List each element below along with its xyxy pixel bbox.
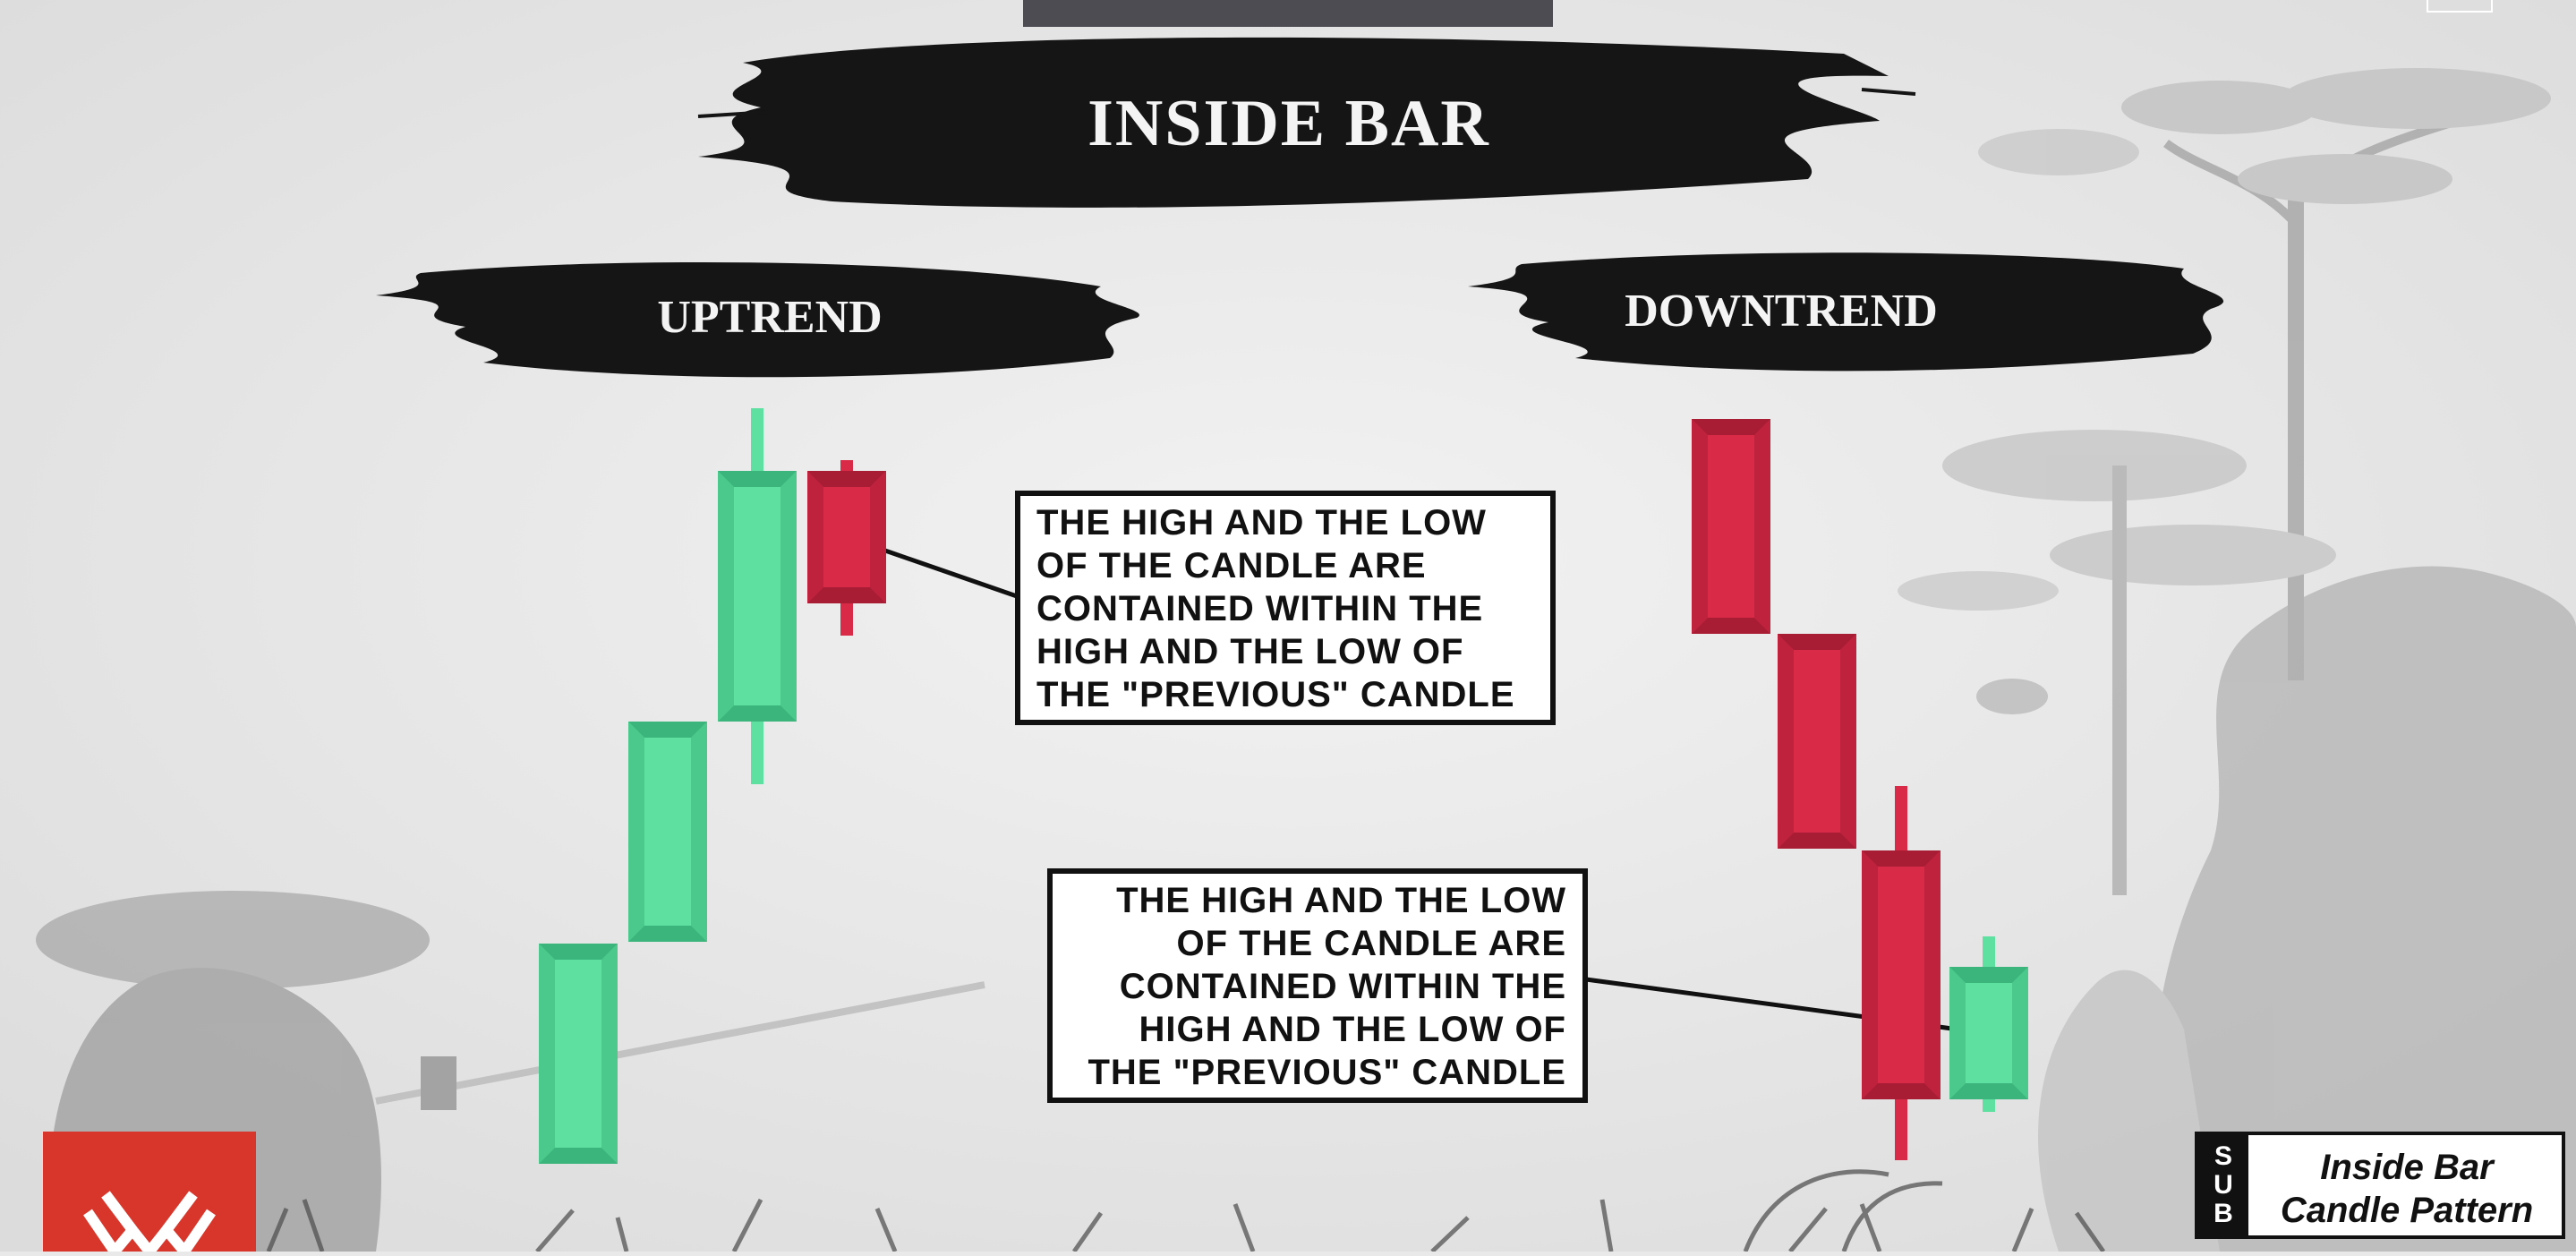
callout-line: HIGH AND THE LOW OF: [1036, 632, 1464, 671]
callout-line: CONTAINED WITHIN THE: [1119, 967, 1566, 1006]
bullish-candle-inside: [1949, 936, 2028, 1112]
subscribe-letter: B: [2213, 1199, 2233, 1228]
candle-bevel: [1778, 634, 1856, 849]
candle-bevel: [539, 944, 618, 1164]
callout-line: THE "PREVIOUS" CANDLE: [1088, 1053, 1566, 1092]
uptrend-label: UPTREND: [657, 292, 883, 343]
bullish-candle-mother: [718, 408, 797, 784]
bearish-candle-mother: [1862, 786, 1941, 1160]
video-top-bar: [1023, 0, 2493, 27]
badge-title: Inside Bar Candle Pattern: [2248, 1146, 2565, 1232]
subscribe-badge[interactable]: S U B Inside Bar Candle Pattern: [2195, 1132, 2565, 1239]
callout-downtrend: THE HIGH AND THE LOW OF THE CANDLE ARE C…: [1047, 868, 1588, 1103]
bearish-candle-trend: [1778, 634, 1856, 849]
callout-line: THE "PREVIOUS" CANDLE: [1036, 675, 1515, 714]
bearish-candle-trend: [1692, 419, 1770, 634]
page-title: INSIDE BAR: [1088, 87, 1490, 160]
subscribe-letter: U: [2213, 1170, 2233, 1200]
callout-line: THE HIGH AND THE LOW: [1116, 881, 1566, 920]
bearish-candle-inside: [807, 460, 886, 636]
uptrend-brush-banner: [376, 262, 1139, 378]
callout-line: OF THE CANDLE ARE: [1036, 546, 1427, 585]
grass-foreground: [266, 1169, 2106, 1252]
callout-uptrend: THE HIGH AND THE LOW OF THE CANDLE ARE C…: [1015, 491, 1556, 725]
logo-w-icon: [83, 1191, 216, 1256]
subscribe-strip: S U B: [2198, 1135, 2248, 1235]
candle-bevel: [1862, 850, 1941, 1099]
channel-logo[interactable]: [43, 1132, 256, 1256]
callout-line: HIGH AND THE LOW OF: [1139, 1010, 1566, 1049]
ink-landscape-right: [1898, 68, 2576, 1252]
ink-warrior-left: [36, 891, 985, 1252]
subscribe-letters: S U B: [2198, 1142, 2248, 1228]
title-brush-banner: [697, 37, 1916, 208]
downtrend-candles: [1692, 419, 2028, 1160]
callout-line: OF THE CANDLE ARE: [1176, 924, 1566, 963]
badge-title-line-1: Inside Bar: [2320, 1148, 2494, 1187]
candle-bevel: [628, 722, 707, 942]
candle-bevel: [718, 471, 797, 722]
subscribe-letter: S: [2213, 1141, 2232, 1171]
callout-line: CONTAINED WITHIN THE: [1036, 589, 1484, 628]
candle-bevel: [807, 471, 886, 603]
candle-bevel: [1692, 419, 1770, 634]
bullish-candle-trend: [539, 944, 618, 1164]
bullish-candle-trend: [628, 722, 707, 942]
badge-title-line-2: Candle Pattern: [2280, 1191, 2534, 1230]
downtrend-label: DOWNTREND: [1625, 286, 1938, 337]
video-top-bar-box: [2427, 0, 2493, 13]
uptrend-candles: [539, 408, 886, 1164]
candle-bevel: [1949, 967, 2028, 1099]
callout-line: THE HIGH AND THE LOW: [1036, 503, 1487, 543]
downtrend-brush-banner: [1468, 252, 2224, 372]
